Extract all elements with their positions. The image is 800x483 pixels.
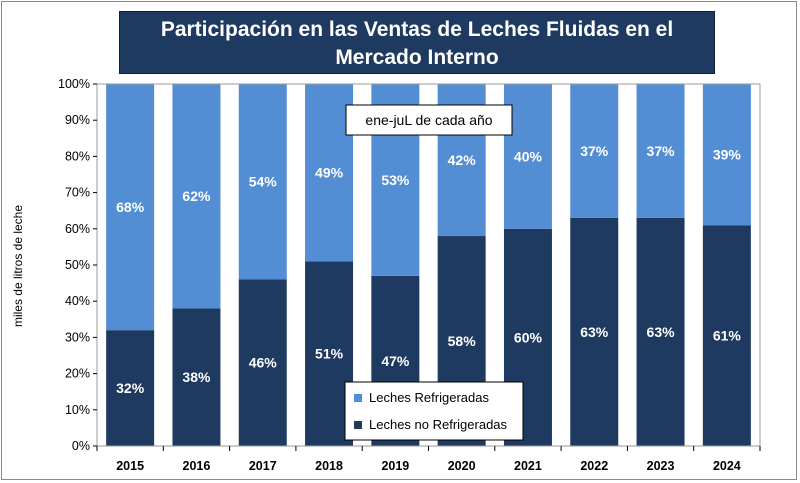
y-tick-label: 10% bbox=[65, 403, 90, 417]
data-label-refrigeradas-2018: 49% bbox=[315, 165, 344, 181]
y-tick-label: 50% bbox=[65, 258, 90, 272]
bar-no-refrigeradas-2016 bbox=[172, 308, 221, 446]
bar-refrigeradas-2017 bbox=[238, 84, 287, 280]
chart-title: Participación en las Ventas de Leches Fl… bbox=[119, 11, 715, 74]
y-tick-label: 80% bbox=[65, 149, 90, 163]
y-tick-label: 40% bbox=[65, 294, 90, 308]
data-label-refrigeradas-2019: 53% bbox=[381, 172, 410, 188]
x-tick-label-2020: 2020 bbox=[448, 459, 476, 473]
legend-swatch-no-refrigeradas bbox=[354, 421, 362, 429]
data-label-refrigeradas-2017: 54% bbox=[249, 174, 278, 190]
data-label-no-refrigeradas-2020: 58% bbox=[448, 333, 477, 349]
x-tick-label-2024: 2024 bbox=[713, 459, 741, 473]
data-label-no-refrigeradas-2017: 46% bbox=[249, 355, 278, 371]
data-label-refrigeradas-2021: 40% bbox=[514, 148, 543, 164]
x-tick-label-2016: 2016 bbox=[183, 459, 211, 473]
bar-refrigeradas-2015 bbox=[106, 84, 155, 331]
note-text: ene-juL de cada año bbox=[365, 112, 492, 128]
y-axis-label: miles de litros de leche bbox=[11, 205, 25, 327]
bar-no-refrigeradas-2022 bbox=[570, 217, 619, 446]
bar-no-refrigeradas-2017 bbox=[238, 279, 287, 446]
data-label-refrigeradas-2015: 68% bbox=[116, 199, 145, 215]
y-tick-label: 100% bbox=[58, 77, 90, 91]
y-tick-label: 70% bbox=[65, 186, 90, 200]
axes-group: 0% 10% 20% 30% 40% 50% 60% 70% 80% 90% 100% 2015 201… bbox=[58, 77, 761, 473]
x-tick-label-2017: 2017 bbox=[249, 459, 277, 473]
x-tick-label-2021: 2021 bbox=[514, 459, 542, 473]
legend-swatch-refrigeradas bbox=[354, 394, 362, 402]
bar-no-refrigeradas-2024 bbox=[702, 225, 751, 446]
bar-refrigeradas-2016 bbox=[172, 84, 221, 309]
bar-refrigeradas-2024 bbox=[702, 84, 751, 226]
bar-refrigeradas-2022 bbox=[570, 84, 619, 218]
data-label-no-refrigeradas-2021: 60% bbox=[514, 329, 543, 345]
y-tick-label: 20% bbox=[65, 367, 90, 381]
data-label-no-refrigeradas-2016: 38% bbox=[182, 369, 211, 385]
x-tick-label-2023: 2023 bbox=[647, 459, 675, 473]
data-label-refrigeradas-2024: 39% bbox=[713, 147, 742, 163]
x-tick-label-2022: 2022 bbox=[580, 459, 608, 473]
data-label-refrigeradas-2022: 37% bbox=[580, 143, 609, 159]
data-label-no-refrigeradas-2019: 47% bbox=[381, 353, 410, 369]
data-label-no-refrigeradas-2023: 63% bbox=[647, 324, 676, 340]
legend: Leches Refrigeradas Leches no Refrigerad… bbox=[344, 381, 524, 441]
data-label-no-refrigeradas-2018: 51% bbox=[315, 346, 344, 362]
y-tick-label: 90% bbox=[65, 113, 90, 127]
x-tick-label-2019: 2019 bbox=[381, 459, 409, 473]
bar-no-refrigeradas-2015 bbox=[106, 330, 155, 446]
x-tick-label-2018: 2018 bbox=[315, 459, 343, 473]
data-label-no-refrigeradas-2022: 63% bbox=[580, 324, 609, 340]
bar-refrigeradas-2023 bbox=[636, 84, 685, 218]
note-box: ene-juL de cada año bbox=[345, 104, 513, 136]
bar-refrigeradas-2018 bbox=[305, 84, 354, 262]
data-label-refrigeradas-2016: 62% bbox=[182, 188, 211, 204]
data-label-no-refrigeradas-2015: 32% bbox=[116, 380, 145, 396]
legend-label-refrigeradas: Leches Refrigeradas bbox=[369, 390, 489, 405]
data-label-refrigeradas-2023: 37% bbox=[647, 143, 676, 159]
y-tick-label: 0% bbox=[72, 439, 90, 453]
data-label-refrigeradas-2020: 42% bbox=[448, 152, 477, 168]
y-tick-label: 30% bbox=[65, 330, 90, 344]
legend-label-no-refrigeradas: Leches no Refrigeradas bbox=[369, 417, 508, 432]
bar-no-refrigeradas-2023 bbox=[636, 217, 685, 446]
x-tick-label-2015: 2015 bbox=[116, 459, 144, 473]
y-tick-label: 60% bbox=[65, 222, 90, 236]
data-labels-group: 32% 68% 38% 62% 46% 54% 51% 49% 47% 53% 58% 42% 60% 4… bbox=[116, 143, 741, 396]
data-label-no-refrigeradas-2024: 61% bbox=[713, 328, 742, 344]
